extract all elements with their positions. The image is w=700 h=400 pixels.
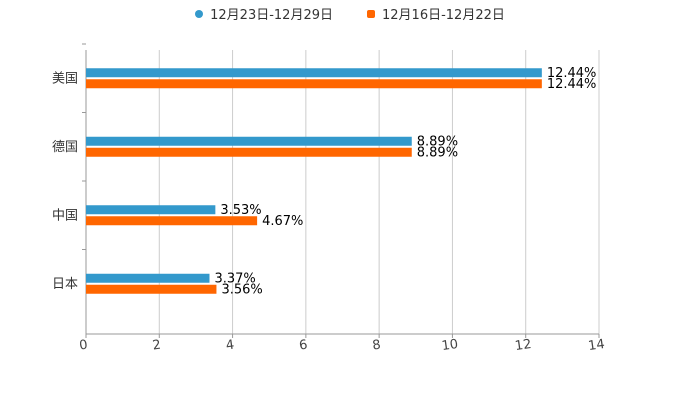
legend: 12月23日-12月29日 12月16日-12月22日 — [0, 4, 700, 23]
data-label: 12.44% — [547, 77, 597, 92]
data-label: 8.89% — [417, 134, 458, 149]
bar-series-1 — [86, 205, 216, 215]
data-label: 3.56% — [221, 282, 262, 297]
x-tick-label: 4 — [225, 338, 235, 354]
bar-series-1 — [86, 273, 210, 283]
x-tick-label: 8 — [372, 338, 382, 354]
x-tick-label: 10 — [441, 337, 459, 354]
legend-item-series-2[interactable]: 12月16日-12月22日 — [367, 4, 505, 23]
legend-label-series-1: 12月23日-12月29日 — [210, 8, 333, 23]
data-label: 4.67% — [262, 214, 303, 229]
data-label: 12.44% — [547, 66, 597, 81]
category-label: 日本 — [52, 277, 78, 292]
bar-series-1 — [86, 68, 542, 78]
legend-item-series-1[interactable]: 12月23日-12月29日 — [195, 4, 333, 23]
data-label: 8.89% — [417, 145, 458, 160]
x-tick-label: 2 — [152, 338, 162, 354]
category-label: 中国 — [52, 208, 78, 223]
bar-series-2 — [86, 216, 258, 226]
data-label: 3.53% — [220, 203, 261, 218]
legend-label-series-2: 12月16日-12月22日 — [382, 8, 505, 23]
x-tick-label: 0 — [78, 338, 88, 354]
legend-marker-series-1 — [195, 9, 204, 18]
bar-series-2 — [86, 147, 412, 157]
bar-series-2 — [86, 79, 542, 89]
category-label: 德国 — [52, 140, 78, 155]
category-label: 美国 — [52, 71, 78, 86]
x-tick-label: 14 — [587, 337, 605, 354]
x-tick-label: 12 — [514, 337, 532, 354]
bar-series-1 — [86, 136, 412, 146]
legend-marker-series-2 — [367, 9, 375, 18]
data-label: 3.37% — [214, 271, 255, 286]
x-tick-label: 6 — [298, 338, 308, 354]
bar-series-2 — [86, 284, 217, 294]
